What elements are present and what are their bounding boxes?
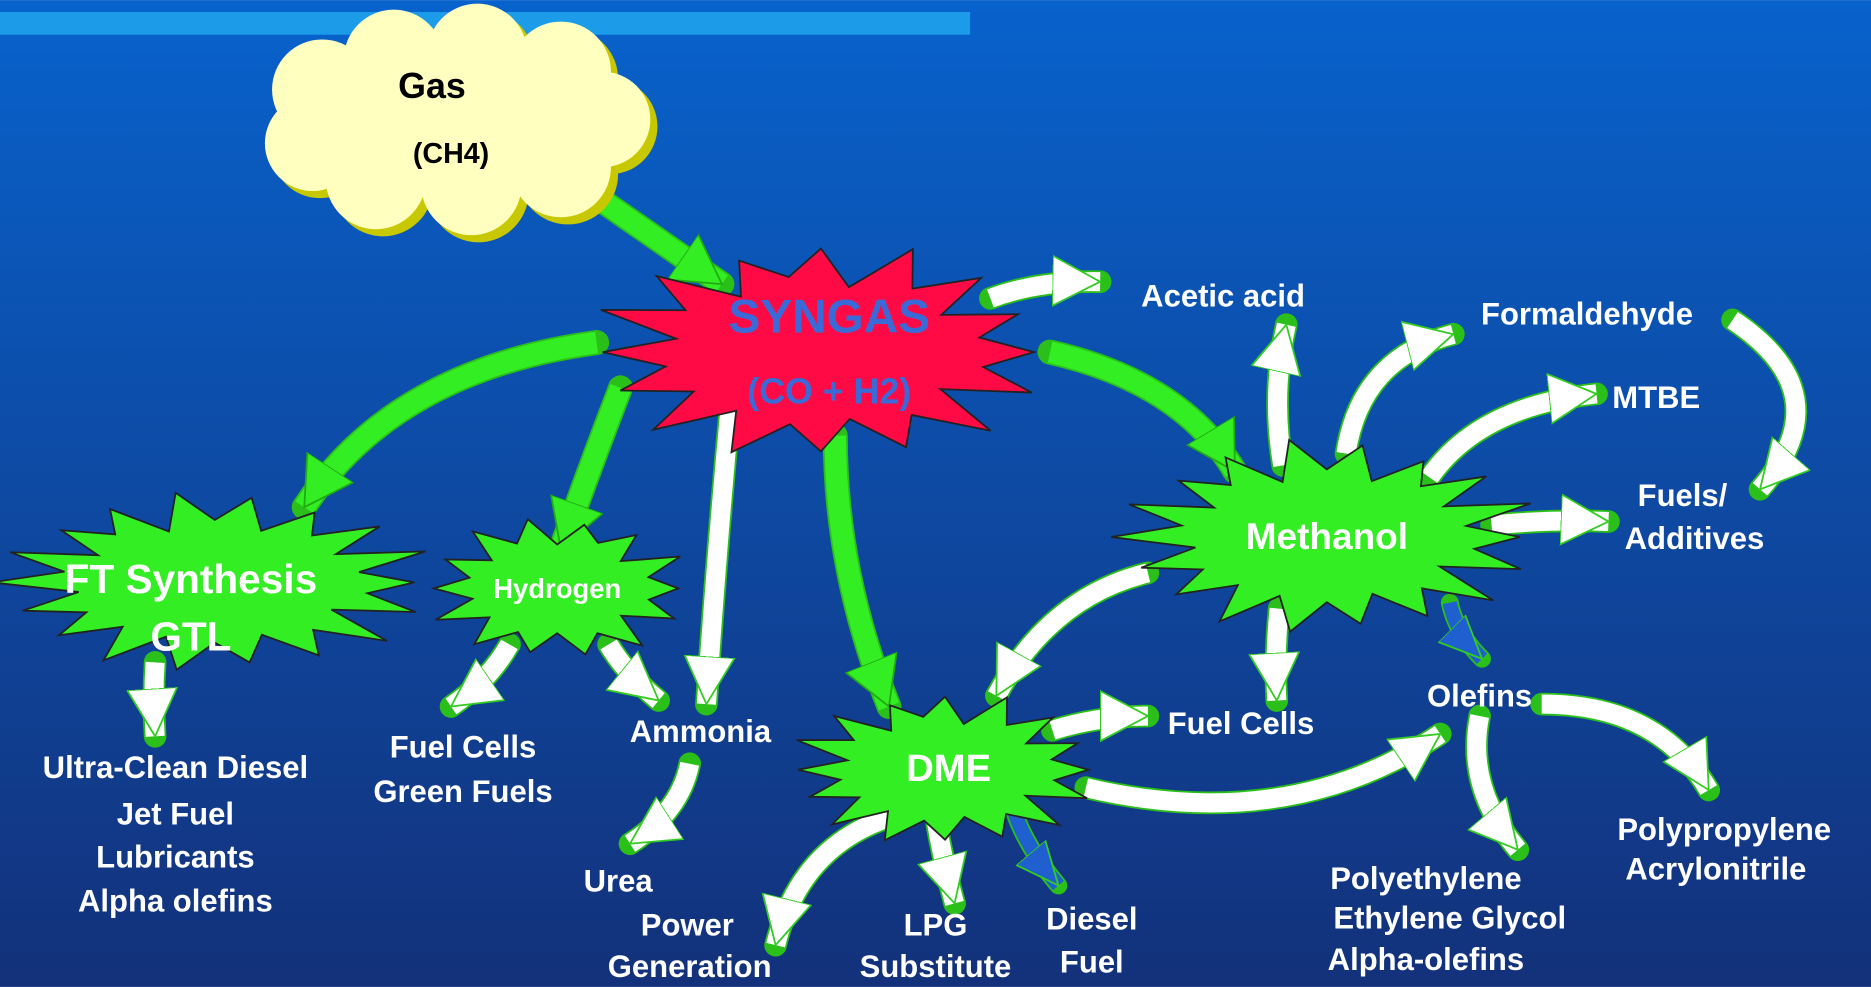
product-label: Olefins [1427, 678, 1532, 713]
product-label: Fuel Cells [390, 730, 537, 765]
product-label: Alpha olefins [78, 884, 273, 919]
node-label: (CH4) [413, 138, 489, 170]
product-label: Ammonia [630, 714, 772, 749]
product-label: Green Fuels [373, 774, 552, 809]
product-label: Jet Fuel [117, 796, 234, 831]
product-label: Acrylonitrile [1625, 851, 1806, 886]
node-label: GTL [150, 613, 231, 659]
node-label: FT Synthesis [65, 556, 317, 602]
node-label: DME [906, 747, 991, 790]
product-label: Diesel [1046, 901, 1137, 936]
product-label: Generation [608, 949, 772, 984]
arrow [1278, 325, 1287, 466]
node-label: Hydrogen [493, 573, 621, 604]
arrow [1276, 609, 1279, 701]
diagram: Gas (CH4) SYNGAS (CO + H2) FT Synthesis GTL Hy… [0, 0, 1871, 987]
product-label: Power [641, 907, 734, 942]
node-label: Methanol [1246, 516, 1408, 557]
product-label: Formaldehyde [1481, 296, 1693, 331]
product-label: Polyethylene [1330, 861, 1521, 896]
product-label: Ultra-Clean Diesel [43, 750, 308, 785]
product-label: Substitute [860, 949, 1012, 984]
node-label: (CO + H2) [747, 371, 911, 411]
product-label: Urea [584, 863, 654, 898]
starburst [601, 249, 1034, 453]
arrow [154, 662, 155, 736]
product-label: Fuel [1060, 944, 1124, 979]
product-label: Fuel Cells [1168, 706, 1315, 741]
product-label: Polypropylene [1617, 812, 1831, 847]
product-label: LPG [904, 907, 968, 942]
product-label: MTBE [1612, 380, 1700, 415]
node-label: SYNGAS [729, 290, 931, 343]
product-label: Additives [1625, 521, 1765, 556]
product-label: Acetic acid [1141, 279, 1305, 314]
arrow [1492, 521, 1609, 525]
page: Gas (CH4) SYNGAS (CO + H2) FT Synthesis GTL Hy… [0, 0, 1871, 987]
product-label: Ethylene Glycol [1333, 900, 1566, 935]
product-label: Alpha-olefins [1328, 942, 1524, 977]
product-label: Lubricants [96, 839, 255, 874]
product-label: Fuels/ [1638, 478, 1728, 513]
node-label: Gas [398, 66, 466, 106]
